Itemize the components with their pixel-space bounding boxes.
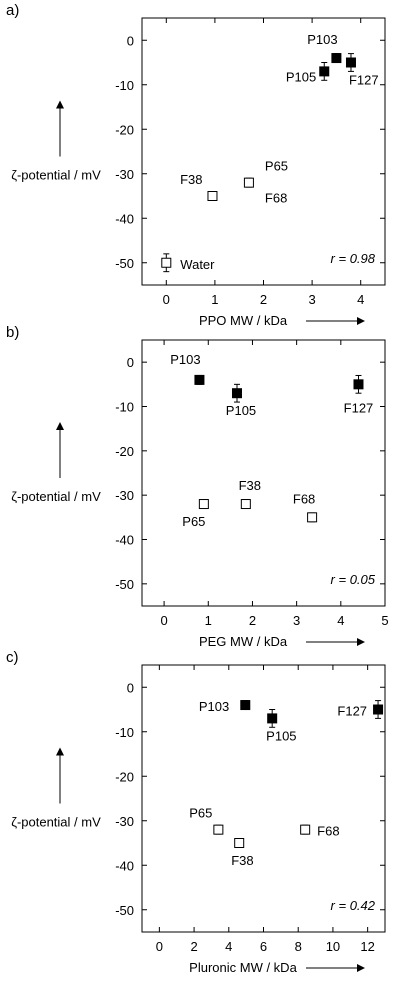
point-label: P103 [199, 699, 229, 714]
panel-label: a) [6, 2, 19, 19]
open-square-marker [300, 824, 311, 835]
y-tick-label: -20 [115, 122, 134, 137]
y-tick-label: -50 [115, 256, 134, 271]
open-square-marker [307, 512, 318, 523]
x-axis-label: PEG MW / kDa [199, 634, 288, 649]
x-axis-label: PPO MW / kDa [199, 313, 288, 328]
open-square-marker [240, 499, 251, 510]
filled-square-marker [331, 53, 342, 64]
x-tick-label: 4 [337, 613, 344, 628]
point-label: P65 [265, 159, 288, 174]
y-tick-label: -10 [115, 725, 134, 740]
y-tick-label: -30 [115, 488, 134, 503]
x-tick-label: 4 [225, 939, 232, 954]
y-tick-label: -20 [115, 444, 134, 459]
x-tick-label: 6 [260, 939, 267, 954]
x-tick-label: 1 [211, 292, 218, 307]
x-tick-label: 2 [249, 613, 256, 628]
filled-square-marker [194, 374, 205, 385]
x-tick-label: 2 [260, 292, 267, 307]
point-label: F38 [239, 478, 261, 493]
filled-square-marker [319, 66, 330, 77]
x-tick-label: 0 [160, 613, 167, 628]
y-tick-label: -30 [115, 167, 134, 182]
x-tick-label: 10 [326, 939, 340, 954]
point-label: P103 [307, 32, 337, 47]
point-label: P105 [226, 403, 256, 418]
chart-panel-2: b) 0 -10 -20 -30 -40 -50 0 1 2 3 4 5 PEG MW / kDa ζ-po… [6, 324, 389, 649]
x-tick-label: 3 [293, 613, 300, 628]
point-label: F127 [349, 73, 379, 88]
y-axis-label: ζ-potential / mV [11, 168, 101, 183]
chart-panel-1: a) 0 -10 -20 -30 -40 -50 0 1 2 3 4 PPO MW / kDa ζ-pot… [6, 2, 386, 328]
point-label: F127 [337, 704, 367, 719]
point-label: F68 [293, 491, 315, 506]
panel-label: c) [6, 649, 19, 666]
y-axis-label: ζ-potential / mV [11, 489, 101, 504]
x-tick-label: 12 [360, 939, 374, 954]
filled-square-marker [231, 388, 242, 399]
x-axis-label: Pluronic MW / kDa [189, 960, 297, 975]
x-tick-label: 3 [308, 292, 315, 307]
open-square-marker [161, 257, 172, 268]
filled-square-marker [267, 713, 278, 724]
x-tick-label: 5 [381, 613, 388, 628]
y-tick-label: -10 [115, 78, 134, 93]
y-tick-label: -20 [115, 769, 134, 784]
point-label: Water [180, 257, 215, 272]
y-tick-label: 0 [127, 680, 134, 695]
y-tick-label: -30 [115, 814, 134, 829]
point-label: P105 [266, 728, 296, 743]
plot-frame [141, 339, 386, 607]
y-tick-label: 0 [127, 355, 134, 370]
correlation-annotation: r = 0.98 [331, 251, 376, 266]
chart-panel-3: c) 0 -10 -20 -30 -40 -50 0 2 4 6 8 10 12 Pluronic MW /… [6, 649, 386, 975]
x-tick-label: 1 [205, 613, 212, 628]
point-label: P103 [170, 352, 200, 367]
point-label: F127 [344, 400, 374, 415]
point-label: F68 [317, 824, 339, 839]
y-axis-label: ζ-potential / mV [11, 815, 101, 830]
x-tick-label: 0 [156, 939, 163, 954]
panel-label: b) [6, 324, 19, 341]
filled-square-marker [353, 379, 364, 390]
y-tick-label: -10 [115, 400, 134, 415]
point-label: F38 [231, 853, 253, 868]
open-square-marker [198, 499, 209, 510]
filled-square-marker [240, 700, 251, 711]
y-tick-label: -40 [115, 211, 134, 226]
point-label: F38 [180, 172, 202, 187]
correlation-annotation: r = 0.05 [331, 572, 376, 587]
y-tick-label: -40 [115, 533, 134, 548]
point-label: P65 [189, 806, 212, 821]
y-tick-label: -50 [115, 577, 134, 592]
filled-square-marker [345, 57, 356, 68]
x-tick-label: 0 [163, 292, 170, 307]
y-tick-label: 0 [127, 33, 134, 48]
open-square-marker [213, 824, 224, 835]
x-tick-label: 4 [357, 292, 364, 307]
open-square-marker [243, 177, 254, 188]
x-tick-label: 2 [190, 939, 197, 954]
open-square-marker [207, 191, 218, 201]
point-label: P105 [286, 69, 316, 84]
x-tick-label: 8 [295, 939, 302, 954]
y-tick-label: -50 [115, 903, 134, 918]
open-square-marker [234, 838, 245, 848]
y-tick-label: -40 [115, 858, 134, 873]
filled-square-marker [373, 704, 384, 715]
point-label: F68 [265, 191, 287, 206]
point-label: P65 [182, 514, 205, 529]
correlation-annotation: r = 0.42 [331, 898, 376, 913]
